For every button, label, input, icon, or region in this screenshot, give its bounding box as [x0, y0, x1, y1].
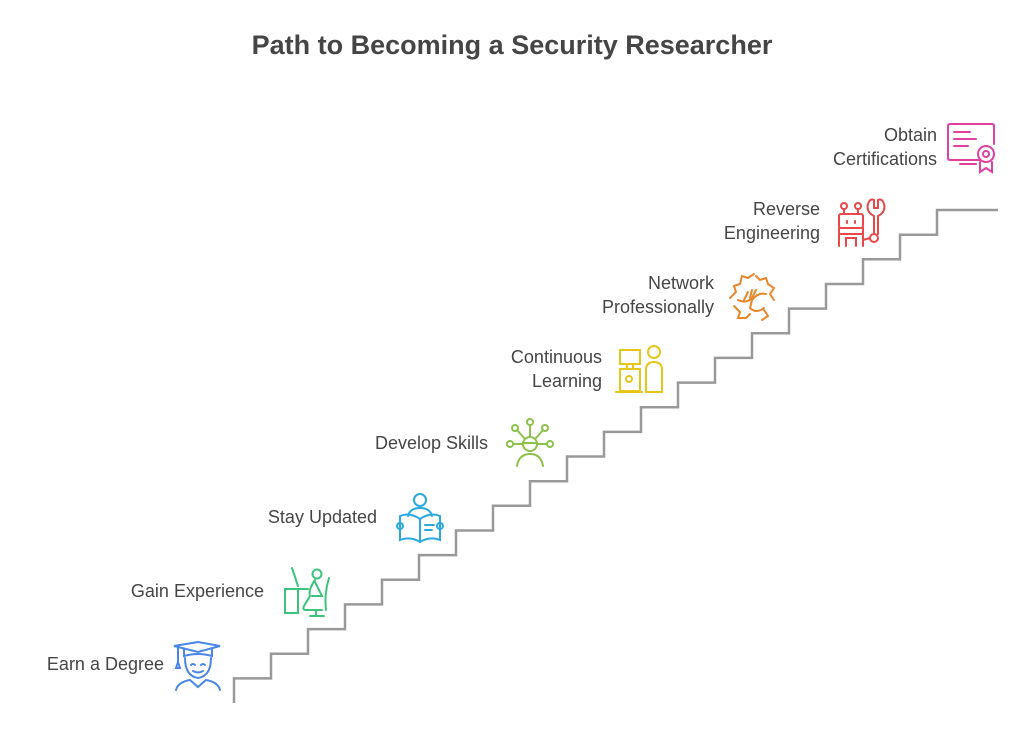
- label-line: Learning: [531, 371, 602, 391]
- label-line: Continuous: [510, 347, 602, 367]
- label-line: Engineering: [723, 223, 820, 243]
- label-line: Stay Updated: [267, 507, 377, 527]
- label-line: Certifications: [832, 149, 937, 169]
- handshake-icon: [729, 273, 776, 321]
- label-line: Reverse: [752, 199, 820, 219]
- person-at-desk-icon: [284, 567, 330, 617]
- label-line: Obtain: [883, 125, 937, 145]
- step-label-gain-experience: Gain Experience: [131, 579, 264, 603]
- label-line: Network: [647, 273, 714, 293]
- step-label-earn-degree: Earn a Degree: [47, 652, 164, 676]
- label-line: Develop Skills: [374, 433, 488, 453]
- page-title: Path to Becoming a Security Researcher: [251, 30, 773, 60]
- person-reading-icon: [396, 493, 444, 544]
- certificate-icon: [947, 123, 995, 174]
- robot-wrench-icon: [838, 198, 886, 247]
- graduate-icon: [173, 640, 221, 691]
- person-network-icon: [506, 418, 554, 467]
- label-line: Gain Experience: [130, 581, 264, 601]
- step-label-develop-skills: Develop Skills: [375, 431, 488, 455]
- label-line: Professionally: [601, 297, 714, 317]
- person-at-computer-icon: [615, 345, 663, 393]
- step-label-network-professionally: Network Professionally: [602, 271, 714, 319]
- step-label-continuous-learning: Continuous Learning: [511, 345, 602, 393]
- step-label-stay-updated: Stay Updated: [268, 505, 377, 529]
- step-label-obtain-certifications: Obtain Certifications: [833, 123, 937, 171]
- step-label-reverse-engineering: Reverse Engineering: [724, 197, 820, 245]
- label-line: Earn a Degree: [46, 654, 164, 674]
